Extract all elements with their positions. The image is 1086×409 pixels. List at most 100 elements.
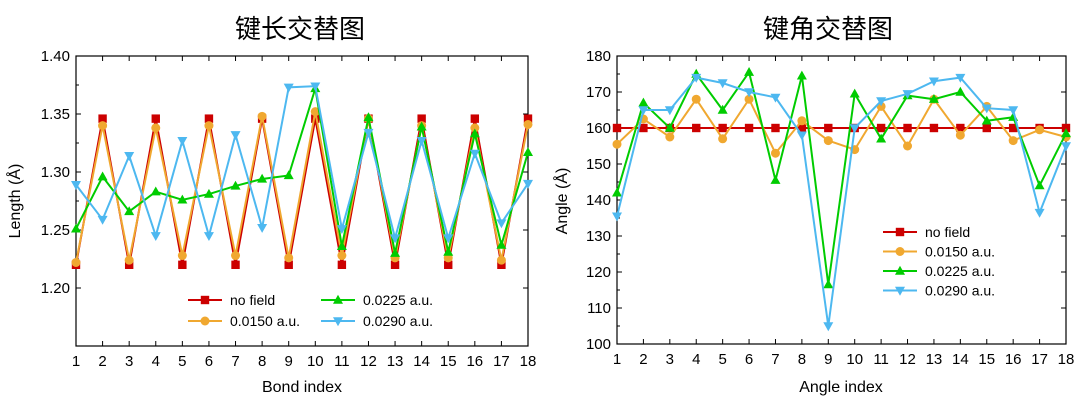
- series-0-0290-a-u-: [612, 73, 1071, 332]
- data-point: [876, 123, 886, 133]
- data-point: [876, 133, 887, 143]
- y-tick-label: 120: [586, 264, 611, 281]
- data-point: [363, 112, 374, 122]
- data-point: [523, 114, 533, 123]
- data-point: [469, 128, 480, 138]
- data-point: [97, 215, 108, 225]
- data-point: [744, 88, 755, 98]
- data-point: [150, 186, 161, 196]
- data-point: [981, 115, 992, 125]
- data-point: [718, 123, 727, 133]
- x-tick-label: 18: [1058, 351, 1075, 368]
- y-tick-label: 1.20: [41, 280, 70, 297]
- data-point: [151, 114, 160, 123]
- data-point: [981, 104, 992, 114]
- data-point: [523, 119, 533, 129]
- x-tick-label: 13: [926, 351, 943, 368]
- legend-label: 0.0225 a.u.: [925, 263, 995, 279]
- y-tick-label: 1.40: [41, 48, 70, 65]
- legend-label: 0.0225 a.u.: [363, 292, 433, 308]
- data-point: [928, 77, 939, 87]
- y-tick-label: 170: [586, 84, 611, 101]
- data-point: [956, 123, 965, 133]
- data-point: [1034, 180, 1045, 190]
- data-point: [124, 255, 134, 265]
- y-tick-label: 110: [587, 300, 611, 317]
- data-point: [717, 104, 728, 114]
- y-tick-label: 1.25: [41, 222, 70, 239]
- data-point: [337, 251, 347, 261]
- legend-marker: [895, 265, 905, 275]
- data-point: [124, 206, 135, 216]
- data-point: [770, 175, 781, 184]
- data-point: [770, 148, 780, 158]
- data-point: [823, 279, 834, 289]
- x-tick-label: 5: [718, 351, 726, 368]
- x-tick-label: 9: [824, 351, 832, 368]
- data-point: [612, 123, 622, 133]
- data-point: [337, 260, 347, 269]
- data-point: [310, 107, 320, 117]
- x-tick-label: 8: [798, 351, 806, 368]
- data-point: [98, 121, 108, 131]
- data-point: [203, 232, 214, 241]
- y-tick-label: 1.35: [41, 106, 70, 123]
- data-point: [771, 123, 780, 133]
- legend-marker: [333, 294, 343, 304]
- series-line: [75, 85, 529, 243]
- data-point: [443, 234, 454, 244]
- data-point: [849, 88, 860, 98]
- x-tick-label: 13: [387, 353, 404, 370]
- legend: no field 0.0150 a.u. 0.0225 a.u. 0.0290 a.u…: [188, 292, 433, 329]
- data-point: [982, 123, 991, 133]
- x-tick-label: 6: [745, 351, 753, 368]
- data-point: [928, 94, 939, 103]
- legend: no field 0.0150 a.u. 0.0225 a.u. 0.0290 a.u…: [883, 224, 995, 299]
- data-point: [692, 123, 701, 133]
- data-point: [612, 139, 622, 149]
- series-line: [616, 76, 1067, 327]
- data-point: [257, 223, 268, 233]
- data-point: [717, 79, 728, 89]
- x-tick-label: 7: [771, 351, 779, 368]
- legend-marker: [200, 295, 210, 305]
- data-point: [98, 114, 107, 123]
- x-tick-label: 12: [899, 351, 916, 368]
- data-point: [497, 260, 506, 269]
- series-0-0225-a-u-: [71, 83, 533, 257]
- legend-marker: [200, 316, 210, 326]
- data-point: [523, 179, 533, 189]
- y-tick-label: 180: [586, 48, 611, 65]
- bond-angle-chart: 键角交替图 Angle index Angle (Å) 1 2 3 4 5 6 7 8 9 10 1…: [552, 15, 1074, 396]
- series-line: [616, 97, 1067, 156]
- y-tick-label: 140: [586, 192, 611, 209]
- data-point: [1008, 106, 1019, 116]
- legend-marker: [895, 286, 905, 296]
- data-point: [257, 111, 267, 121]
- legend-label: no field: [925, 224, 970, 240]
- data-point: [177, 136, 188, 146]
- x-tick-label: 17: [1031, 351, 1048, 368]
- x-tick-label: 9: [285, 353, 293, 370]
- y-tick-label: 160: [586, 120, 611, 137]
- data-point: [363, 128, 374, 138]
- data-point: [203, 188, 214, 198]
- data-point: [336, 241, 347, 250]
- data-point: [284, 253, 294, 263]
- x-axis-label: Angle index: [799, 379, 883, 396]
- y-tick-label: 150: [586, 156, 611, 173]
- legend-label: 0.0150 a.u.: [230, 313, 300, 329]
- data-point: [470, 123, 480, 133]
- data-point: [849, 124, 860, 134]
- x-tick-label: 2: [98, 353, 106, 370]
- data-point: [523, 147, 533, 156]
- data-point: [443, 246, 454, 256]
- x-tick-label: 17: [493, 353, 510, 370]
- x-tick-label: 18: [520, 353, 537, 370]
- data-point: [796, 70, 807, 80]
- data-point: [177, 251, 187, 261]
- data-point: [124, 152, 135, 161]
- data-point: [178, 260, 187, 269]
- x-tick-label: 3: [666, 351, 674, 368]
- data-point: [417, 114, 426, 123]
